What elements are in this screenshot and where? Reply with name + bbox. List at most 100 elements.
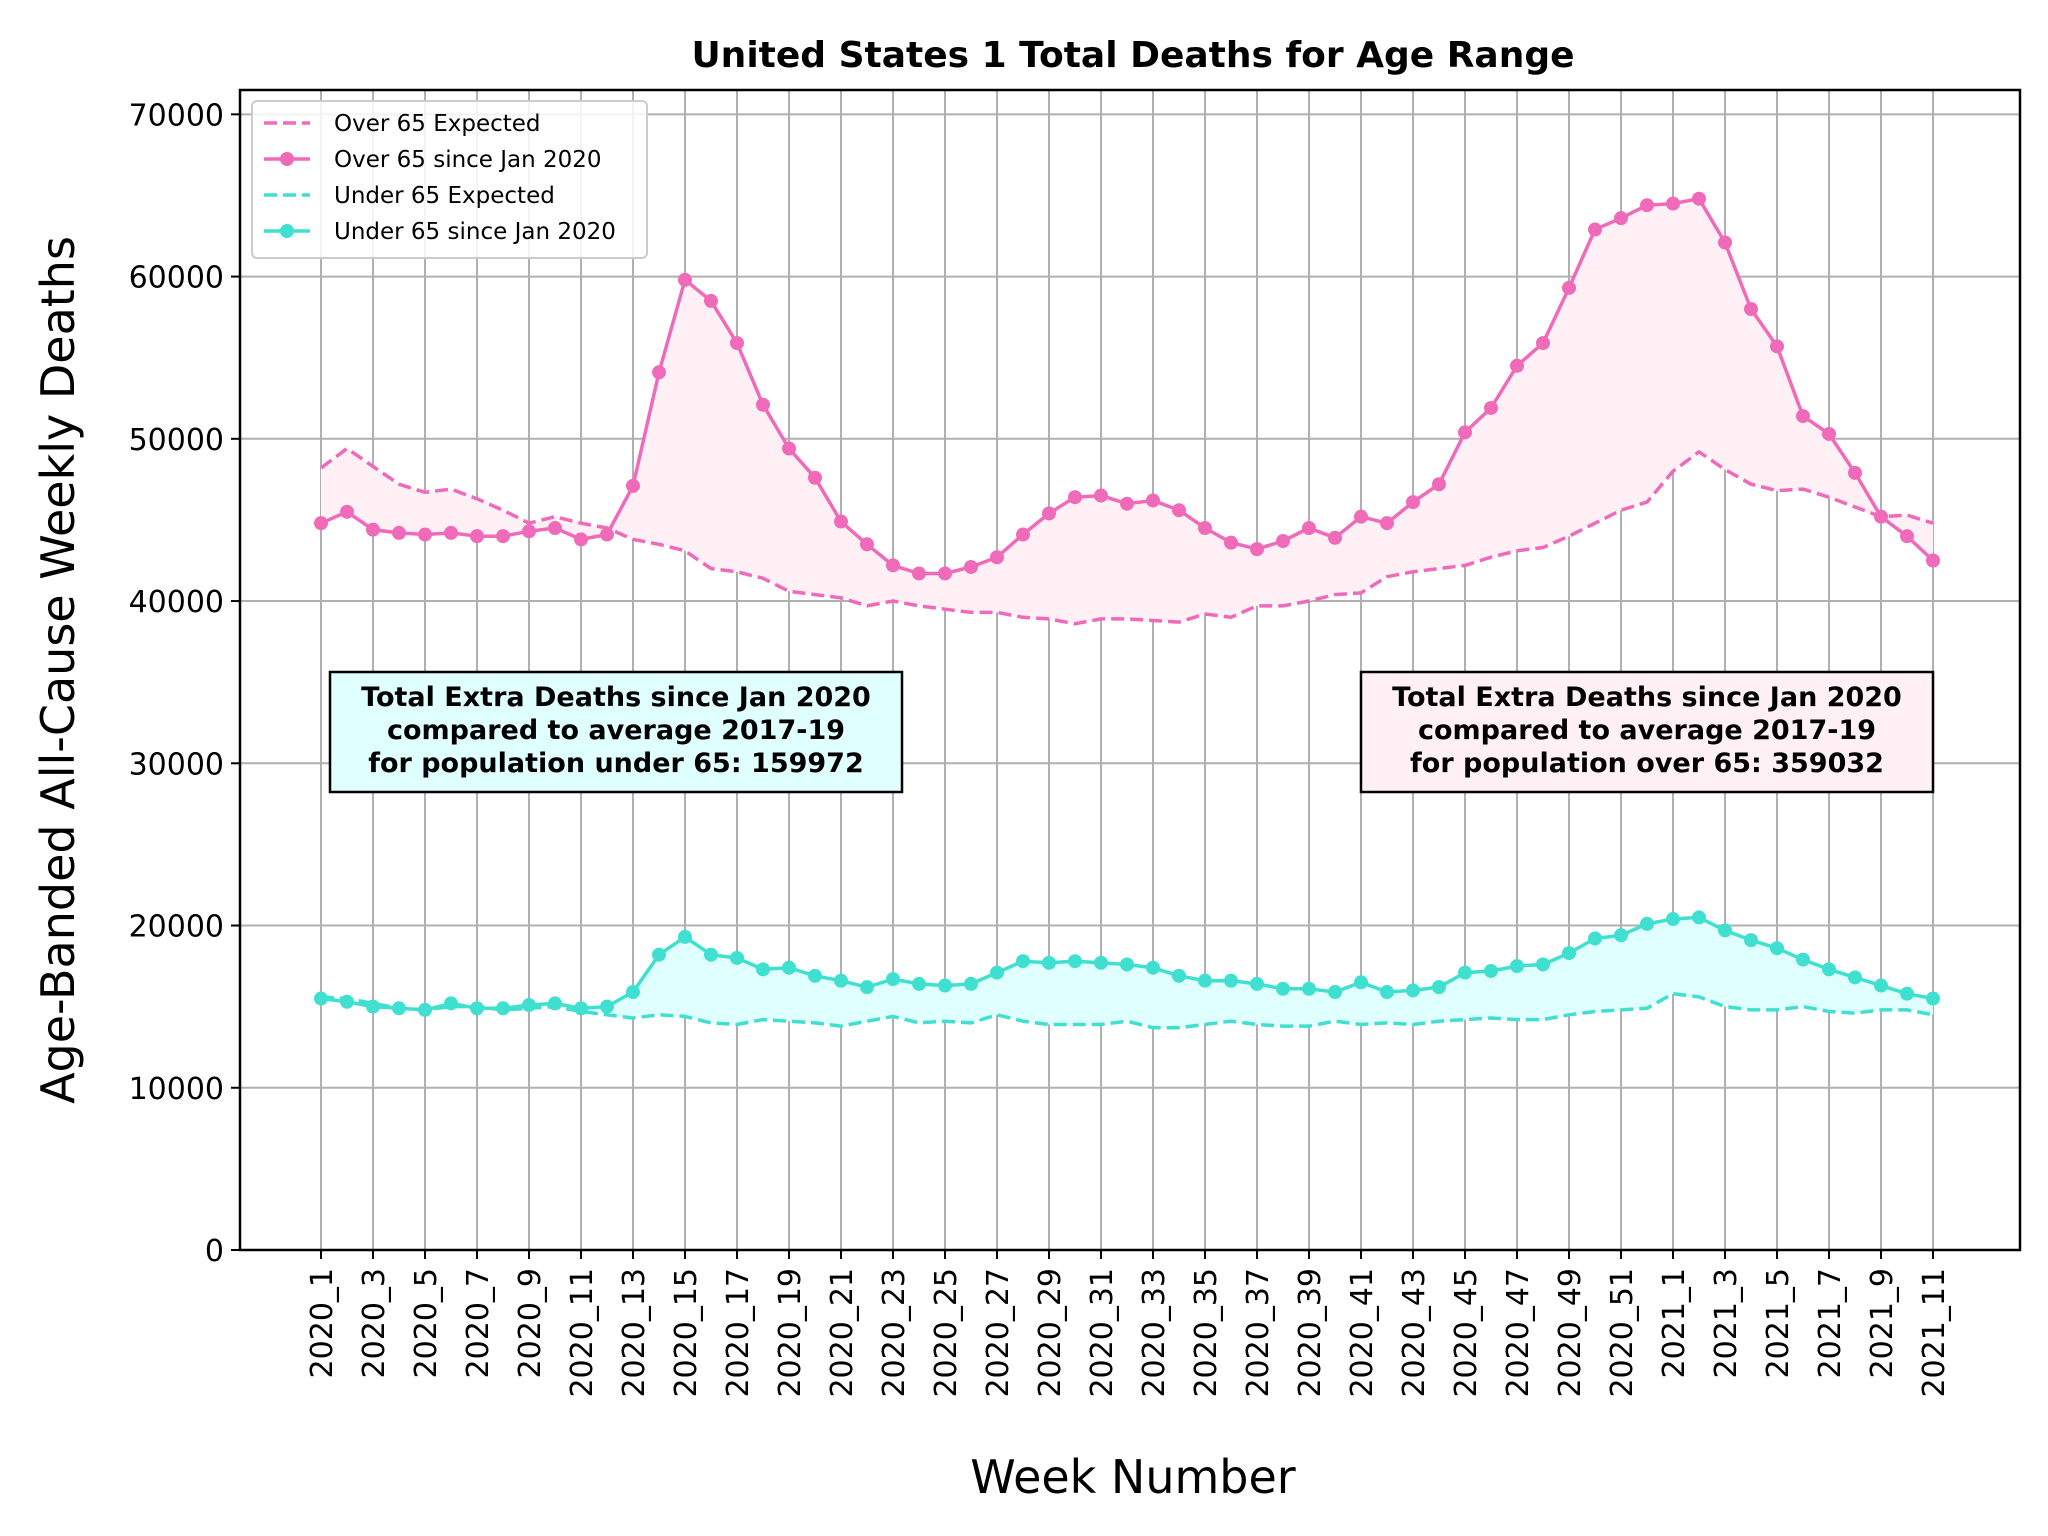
x-tick-label: 2020_25 (929, 1268, 964, 1398)
legend: Over 65 Expected Over 65 since Jan 2020 Un… (251, 100, 648, 259)
under-65-since-jan-2020-point (1198, 973, 1212, 988)
over-65-since-jan-2020-point (1068, 490, 1082, 505)
over-65-since-jan-2020-point (808, 470, 822, 485)
over-65-since-jan-2020-point (1666, 196, 1680, 211)
over-65-since-jan-2020-point (1588, 222, 1602, 237)
under-65-since-jan-2020-point (834, 973, 848, 988)
over-65-since-jan-2020-point (522, 524, 536, 539)
under-65-since-jan-2020-point (1536, 957, 1550, 972)
y-ticks: 0 10000 20000 30000 40000 50000 60000 70000 (129, 98, 240, 1269)
under-65-since-jan-2020-point (912, 976, 926, 991)
over-65-since-jan-2020-point (860, 537, 874, 552)
x-tick-label: 2020_19 (773, 1268, 808, 1398)
over-65-since-jan-2020-point (1692, 191, 1706, 206)
under-65-since-jan-2020-point (1770, 941, 1784, 956)
x-tick-label: 2020_41 (1345, 1268, 1380, 1398)
axes (238, 88, 2022, 1252)
x-tick-label: 2020_43 (1397, 1268, 1432, 1398)
under-65-expected-line (320, 991, 1934, 1030)
over-65-since-jan-2020-point (652, 365, 666, 380)
under-65-since-jan-2020-point (1484, 963, 1498, 978)
annotation-line: Total Extra Deaths since Jan 2020 (1392, 682, 1902, 713)
x-tick-label: 2020_9 (513, 1268, 548, 1378)
annotation-line: for population under 65: 159972 (368, 748, 864, 779)
x-tick-label: 2021_7 (1813, 1268, 1848, 1378)
under-65-since-jan-2020-point (1822, 962, 1836, 977)
under-65-since-jan-2020-point (1796, 952, 1810, 967)
under-65-since-jan-2020-point (1640, 916, 1654, 931)
under-65-since-jan-2020-point (938, 978, 952, 993)
x-tick-label: 2021_3 (1709, 1268, 1744, 1378)
under-65-since-jan-2020-point (1328, 985, 1342, 1000)
annotation-box: Total Extra Deaths since Jan 2020compare… (328, 670, 904, 794)
over-65-since-jan-2020-point (1302, 521, 1316, 536)
under-65-since-jan-2020-point (1406, 983, 1420, 998)
over-65-since-jan-2020-point (1094, 488, 1108, 503)
over-65-since-jan-2020-point (1250, 542, 1264, 557)
x-tick-label: 2020_37 (1241, 1268, 1276, 1398)
under-65-since-jan-2020-point (1354, 975, 1368, 990)
series (314, 191, 1940, 1030)
annotation-line: for population over 65: 359032 (1410, 748, 1884, 779)
under-65-since-jan-2020-point (1042, 955, 1056, 970)
under-65-since-jan-2020-point (1224, 973, 1238, 988)
under-65-since-jan-2020-point (1068, 954, 1082, 969)
y-tick-label: 40000 (129, 585, 224, 620)
plot-frame (238, 88, 2022, 1252)
under-65-since-jan-2020-point (522, 998, 536, 1013)
over-65-since-jan-2020-point (990, 550, 1004, 565)
over-65-since-jan-2020-point (470, 529, 484, 544)
under-65-since-jan-2020-point (548, 996, 562, 1011)
x-tick-label: 2020_49 (1553, 1268, 1588, 1398)
y-tick-label: 70000 (129, 98, 224, 133)
x-tick-label: 2020_7 (461, 1268, 496, 1378)
over-65-since-jan-2020-point (1562, 280, 1576, 295)
x-tick-label: 2020_39 (1293, 1268, 1328, 1398)
chart-title: United States 1 Total Deaths for Age Ran… (691, 35, 1574, 76)
over-65-since-jan-2020-point (1770, 339, 1784, 354)
over-65-since-jan-2020-point (1744, 302, 1758, 317)
legend-marker-under-65-since-jan-2020 (280, 224, 294, 238)
over-65-since-jan-2020-point (964, 559, 978, 574)
over-65-since-jan-2020-point (1874, 509, 1888, 524)
annotation-frame (328, 670, 904, 794)
legend-box (251, 100, 648, 259)
x-tick-label: 2021_9 (1865, 1268, 1900, 1378)
legend-marker-over-65-since-jan-2020 (280, 152, 294, 166)
legend-label-under-65-expected: Under 65 Expected (334, 183, 555, 209)
over-65-since-jan-2020-point (1718, 235, 1732, 250)
under-65-since-jan-2020-point (496, 1001, 510, 1016)
under-65-since-jan-2020-point (808, 968, 822, 983)
under-65-since-jan-2020-point (1718, 923, 1732, 938)
over-65-since-jan-2020-point (1848, 465, 1862, 480)
x-tick-label: 2020_21 (825, 1268, 860, 1398)
under-65-since-jan-2020-point (782, 960, 796, 975)
over-65-since-jan-2020-point (782, 441, 796, 456)
legend-label-over-65-since-jan-2020: Over 65 since Jan 2020 (334, 147, 602, 173)
y-axis-label: Age-Banded All-Cause Weekly Deaths (31, 236, 85, 1104)
x-tick-label: 2020_5 (409, 1268, 444, 1378)
over-65-since-jan-2020-point (1120, 496, 1134, 511)
over-65-since-jan-2020-point (1458, 425, 1472, 440)
over-65-since-jan-2020-point (1510, 358, 1524, 373)
x-tick-label: 2020_3 (357, 1268, 392, 1378)
over-65-since-jan-2020-point (912, 566, 926, 581)
x-tick-label: 2020_33 (1137, 1268, 1172, 1398)
x-tick-label: 2021_5 (1761, 1268, 1796, 1378)
under-65-since-jan-2020-point (1146, 960, 1160, 975)
over-65-since-jan-2020-point (704, 293, 718, 308)
annotation-line: Total Extra Deaths since Jan 2020 (361, 682, 871, 713)
over-65-excess-fill (321, 198, 1933, 624)
y-tick-label: 0 (205, 1234, 224, 1269)
x-tick-label: 2020_31 (1085, 1268, 1120, 1398)
over-65-since-jan-2020-point (392, 525, 406, 540)
over-65-since-jan-2020-point (756, 397, 770, 412)
over-65-since-jan-2020-point (730, 336, 744, 351)
over-65-since-jan-2020-point (548, 521, 562, 536)
over-65-expected-line (319, 446, 1934, 626)
x-tick-label: 2021_11 (1917, 1268, 1952, 1398)
under-65-since-jan-2020-point (626, 985, 640, 1000)
under-65-since-jan-2020-point (756, 962, 770, 977)
over-65-since-jan-2020-point (1354, 509, 1368, 524)
